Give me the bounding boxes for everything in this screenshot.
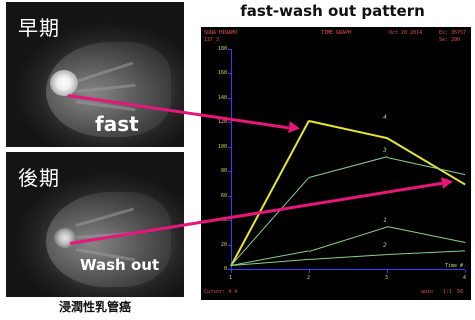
- y-tick-label: 80: [220, 168, 227, 175]
- x-tick-label: 4: [463, 275, 467, 281]
- y-tick-label: 60: [220, 192, 227, 199]
- curve-label: 3: [383, 147, 387, 155]
- series-3-segment: [308, 156, 388, 179]
- y-axis-tick: [228, 244, 231, 246]
- y-tick-label: 40: [220, 217, 227, 224]
- time-intensity-graph: SONA HIRAMO 137_3 TIME GRAPH Oct 20 2014…: [201, 27, 471, 300]
- series-4-segment: [308, 119, 388, 139]
- graph-footer-auto: auto: [421, 289, 434, 295]
- graph-header-date: Oct 20 2014: [389, 30, 423, 36]
- late-phase-label: 後期: [18, 166, 60, 190]
- y-axis-tick: [228, 146, 231, 148]
- curve-label: 4: [383, 114, 387, 122]
- y-axis-tick: [228, 171, 231, 173]
- x-tick-label: 1: [229, 275, 233, 281]
- graph-header-patient: SONA HIRAMO: [204, 30, 238, 36]
- graph-header-exam: Ex: 35757: [439, 30, 467, 36]
- graph-header-series-number: Se: 200: [439, 37, 461, 43]
- y-axis: [231, 49, 232, 269]
- series-2-segment: [386, 250, 466, 256]
- diagnosis-caption: 浸潤性乳管癌: [58, 300, 131, 314]
- chart-title: fast-wash out pattern: [240, 2, 425, 20]
- x-axis-tick: [387, 270, 388, 273]
- fast-arrow-head: [288, 121, 301, 135]
- x-axis-title: Time #: [445, 263, 464, 269]
- x-tick-label: 2: [307, 275, 311, 281]
- y-tick-label: 160: [217, 70, 227, 77]
- graph-footer-cursor: Cursor: 4 4: [204, 289, 238, 295]
- x-axis-tick: [465, 270, 466, 273]
- y-axis-tick: [228, 195, 231, 197]
- y-axis-tick: [228, 97, 231, 99]
- x-tick-label: 3: [385, 275, 389, 281]
- fast-label: fast: [95, 112, 139, 136]
- enhancing-lesion-late: [54, 228, 76, 248]
- y-axis-tick: [228, 73, 231, 75]
- graph-footer-ratio: 1:1: [443, 289, 453, 295]
- y-tick-label: 20: [220, 241, 227, 248]
- x-axis-tick: [309, 270, 310, 273]
- series-1-segment: [386, 226, 466, 244]
- series-1-segment: [308, 226, 388, 252]
- graph-footer-value: 50: [457, 289, 464, 295]
- series-2-segment: [308, 254, 388, 261]
- y-tick-label: 140: [217, 94, 227, 101]
- washout-label: Wash out: [80, 256, 160, 274]
- y-tick-label: 100: [217, 143, 227, 150]
- series-4-segment: [386, 137, 466, 186]
- graph-header-series: 137_3: [204, 37, 220, 43]
- y-axis-tick: [228, 220, 231, 222]
- curve-label: 2: [383, 241, 387, 249]
- x-axis-tick: [231, 270, 232, 273]
- y-axis-tick: [228, 49, 231, 50]
- mri-early-image: 早期: [6, 2, 184, 147]
- washout-arrow-head: [441, 175, 454, 189]
- y-tick-label: 0: [223, 266, 227, 272]
- series-4-segment: [230, 120, 310, 267]
- y-axis-tick: [228, 269, 231, 270]
- mri-late-image: 後期: [6, 152, 184, 297]
- y-tick-label: 180: [217, 46, 227, 52]
- early-phase-label: 早期: [18, 16, 60, 40]
- curve-label: 1: [383, 217, 387, 225]
- y-tick-label: 120: [217, 119, 227, 126]
- x-axis: [231, 269, 465, 270]
- y-axis-tick: [228, 122, 231, 124]
- enhancing-lesion-early: [50, 70, 78, 96]
- graph-header-mode: TIME GRAPH: [321, 30, 352, 36]
